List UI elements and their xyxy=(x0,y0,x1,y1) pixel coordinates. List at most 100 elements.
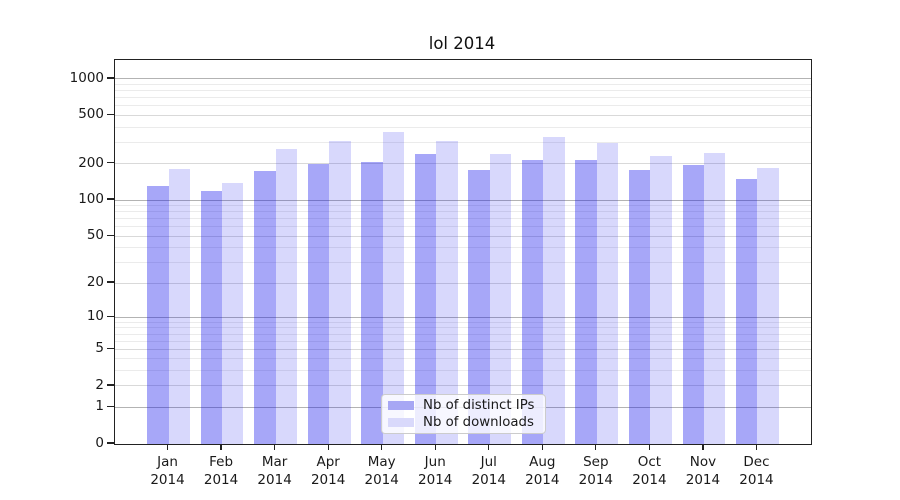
bar-downloads-apr xyxy=(329,140,351,444)
y-tick-label-500: 500 xyxy=(78,106,104,123)
gridline-7 xyxy=(115,333,811,335)
gridline-500 xyxy=(115,114,811,116)
bar-downloads-jun xyxy=(436,141,458,444)
x-tick-label-jul: Jul 2014 xyxy=(454,453,524,489)
x-tick-month: Jun xyxy=(424,454,446,470)
x-tick-month: Aug xyxy=(529,454,556,470)
y-tick-mark-5 xyxy=(107,347,114,349)
gridline-100 xyxy=(115,199,811,201)
gridline-300 xyxy=(115,141,811,143)
legend-swatch-distinct-ips xyxy=(388,400,414,411)
bar-ips-aug xyxy=(521,159,544,444)
bar-ips-dec xyxy=(736,178,758,444)
gridline-900 xyxy=(115,83,811,85)
bar-downloads-nov xyxy=(703,152,726,444)
gridline-2 xyxy=(115,385,811,387)
legend-entry-distinct-ips: Nb of distinct IPs xyxy=(388,398,537,413)
x-tick-year: 2014 xyxy=(257,472,292,488)
gridline-800 xyxy=(115,90,811,92)
x-tick-year: 2014 xyxy=(739,472,774,488)
gridline-5 xyxy=(115,348,811,350)
y-tick-label-1000: 1000 xyxy=(69,69,104,86)
x-tick-label-jun: Jun 2014 xyxy=(400,453,470,489)
x-tick-mark-sep xyxy=(595,444,597,450)
gridline-40 xyxy=(115,247,811,249)
y-tick-mark-20 xyxy=(107,281,114,283)
chart-title: lol 2014 xyxy=(428,34,496,53)
gridline-3 xyxy=(115,370,811,372)
x-tick-year: 2014 xyxy=(203,472,239,488)
x-tick-month: Oct xyxy=(637,454,662,470)
gridline-200 xyxy=(115,163,811,165)
x-tick-mark-jan xyxy=(166,444,169,450)
x-tick-year: 2014 xyxy=(471,472,506,488)
y-tick-mark-200 xyxy=(107,162,114,164)
legend-label-downloads: Nb of downloads xyxy=(423,415,534,430)
x-tick-mark-apr xyxy=(327,444,329,450)
y-tick-mark-50 xyxy=(107,234,114,236)
y-tick-label-2: 2 xyxy=(95,376,104,393)
legend-entry-downloads: Nb of downloads xyxy=(388,415,537,430)
x-tick-month: Apr xyxy=(316,454,340,470)
bar-downloads-oct xyxy=(650,156,672,444)
gridline-700 xyxy=(115,97,811,99)
x-tick-mark-jun xyxy=(434,444,436,450)
x-tick-label-oct: Oct 2014 xyxy=(614,453,684,489)
y-tick-mark-0 xyxy=(107,442,114,444)
x-tick-mark-nov xyxy=(702,444,704,450)
y-tick-label-1: 1 xyxy=(95,398,104,415)
gridline-10 xyxy=(115,316,811,318)
bar-ips-may xyxy=(361,161,383,444)
x-tick-mark-jul xyxy=(488,444,490,450)
legend-label-distinct-ips: Nb of distinct IPs xyxy=(423,398,535,413)
x-tick-month: May xyxy=(367,454,396,470)
bar-downloads-mar xyxy=(275,148,298,444)
bar-ips-mar xyxy=(254,171,276,444)
gridline-4 xyxy=(115,358,811,360)
x-tick-month: Sep xyxy=(583,454,609,470)
bar-ips-jun xyxy=(414,154,437,444)
x-tick-label-mar: Mar 2014 xyxy=(240,453,310,489)
gridline-90 xyxy=(115,205,811,207)
y-tick-label-100: 100 xyxy=(78,191,104,208)
gridline-9 xyxy=(115,321,811,323)
x-tick-year: 2014 xyxy=(364,472,399,488)
y-tick-mark-1000 xyxy=(107,77,114,79)
x-tick-year: 2014 xyxy=(685,472,721,488)
x-tick-label-dec: Dec 2014 xyxy=(721,453,791,489)
y-tick-mark-2 xyxy=(107,384,114,386)
bar-ips-jul xyxy=(468,170,490,444)
bar-ips-apr xyxy=(307,163,330,444)
gridline-1000 xyxy=(115,78,811,80)
plot-area: Nb of distinct IPs Nb of downloads xyxy=(114,59,812,445)
bar-ips-feb xyxy=(200,191,223,444)
x-tick-mark-feb xyxy=(220,444,222,450)
x-tick-label-sep: Sep 2014 xyxy=(561,453,631,489)
y-tick-label-0: 0 xyxy=(95,435,104,451)
x-tick-mark-may xyxy=(381,444,383,450)
x-tick-month: Mar xyxy=(261,454,288,470)
bar-ips-nov xyxy=(682,165,704,444)
x-tick-year: 2014 xyxy=(418,472,453,488)
bar-downloads-jul xyxy=(489,153,512,444)
x-tick-year: 2014 xyxy=(150,472,185,488)
y-tick-mark-10 xyxy=(107,315,114,317)
gridline-6 xyxy=(115,340,811,342)
bar-downloads-jan xyxy=(168,169,190,444)
x-tick-month: Feb xyxy=(209,454,234,470)
x-tick-year: 2014 xyxy=(525,472,560,488)
bar-downloads-dec xyxy=(757,167,779,444)
bar-ips-jan xyxy=(147,186,169,444)
x-tick-year: 2014 xyxy=(310,472,346,488)
bar-downloads-sep xyxy=(596,143,619,444)
bar-downloads-may xyxy=(382,131,405,444)
x-tick-label-jan: Jan 2014 xyxy=(133,453,203,489)
gridline-20 xyxy=(115,282,811,284)
x-tick-month: Dec xyxy=(743,454,770,470)
x-tick-mark-mar xyxy=(273,444,276,450)
legend: Nb of distinct IPs Nb of downloads xyxy=(381,394,546,434)
gridline-400 xyxy=(115,126,811,128)
x-tick-year: 2014 xyxy=(578,472,614,488)
x-tick-year: 2014 xyxy=(632,472,667,488)
y-tick-mark-500 xyxy=(107,113,114,116)
